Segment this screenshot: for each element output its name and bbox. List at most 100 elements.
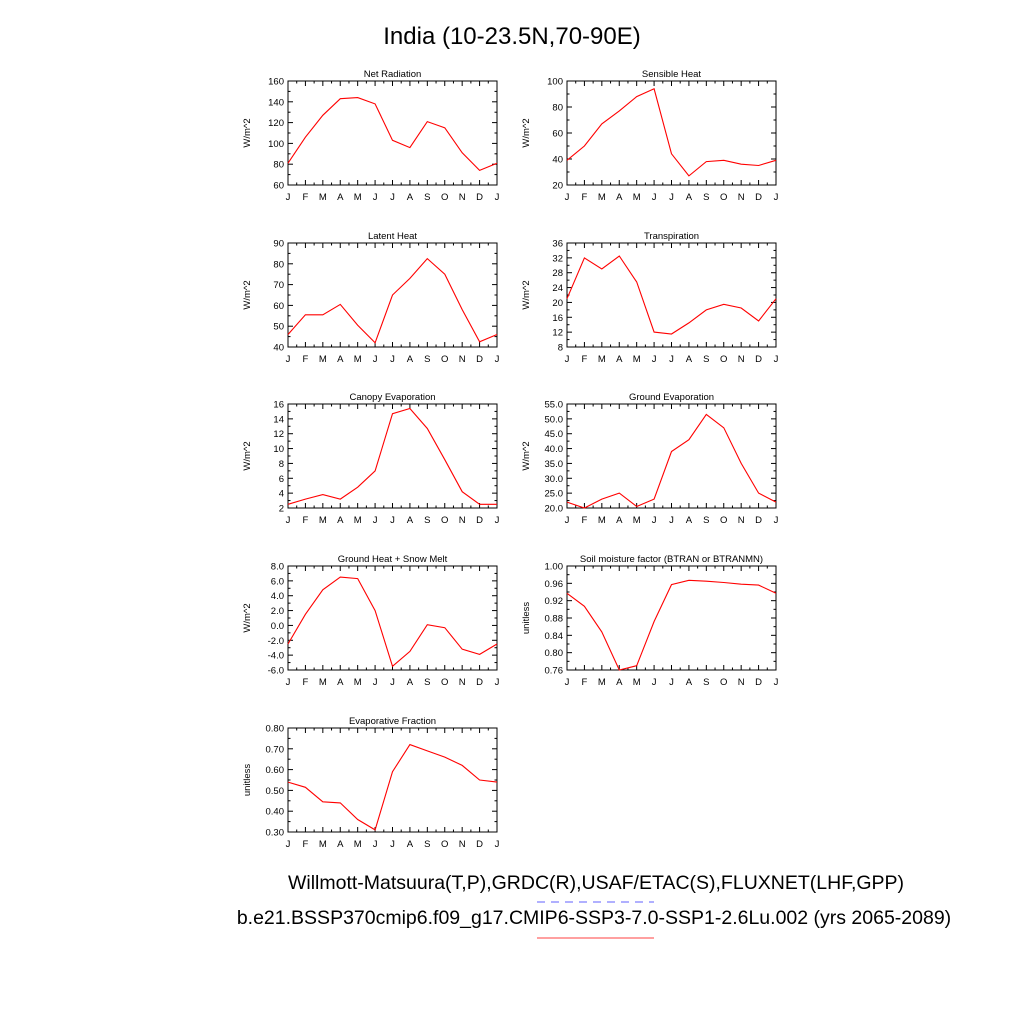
x-tick-label: D	[476, 192, 483, 203]
x-tick-label: M	[354, 515, 362, 526]
x-tick-label: D	[755, 515, 762, 526]
x-tick-label: D	[476, 354, 483, 365]
y-tick-label: 4	[279, 489, 284, 500]
x-tick-label: A	[407, 192, 414, 203]
x-tick-label: J	[373, 677, 378, 688]
y-tick-label: -6.0	[268, 666, 284, 677]
x-tick-label: D	[476, 677, 483, 688]
plot-frame	[287, 403, 498, 509]
y-tick-label: 50	[273, 322, 284, 333]
x-tick-label: F	[582, 354, 588, 365]
x-tick-label: O	[441, 677, 448, 688]
x-tick-label: J	[565, 192, 570, 203]
y-tick-label: 0.84	[545, 631, 564, 642]
y-tick-label: 50.0	[545, 414, 564, 425]
x-tick-label: J	[286, 839, 291, 850]
y-tick-label: 24	[552, 283, 563, 294]
x-tick-label: O	[720, 354, 727, 365]
y-axis-label: W/m^2	[242, 118, 253, 147]
x-tick-label: S	[424, 677, 430, 688]
y-tick-label: 100	[268, 139, 284, 150]
x-tick-label: A	[337, 839, 344, 850]
series-line	[566, 255, 777, 335]
series-line	[287, 257, 498, 344]
x-tick-label: J	[495, 839, 500, 850]
x-tick-label: J	[390, 515, 395, 526]
panel-title: Net Radiation	[364, 69, 422, 80]
x-tick-label: J	[373, 839, 378, 850]
x-tick-label: J	[774, 354, 779, 365]
y-axis-label: W/m^2	[242, 441, 253, 470]
x-tick-label: M	[598, 192, 606, 203]
panel-title: Evaporative Fraction	[349, 716, 436, 727]
x-tick-label: D	[476, 839, 483, 850]
y-tick-label: 120	[268, 118, 284, 129]
x-tick-label: M	[354, 192, 362, 203]
x-tick-label: O	[720, 192, 727, 203]
x-tick-label: M	[633, 354, 641, 365]
x-tick-label: J	[390, 354, 395, 365]
x-tick-label: J	[286, 677, 291, 688]
y-tick-label: 8	[279, 459, 284, 470]
y-tick-label: 70	[273, 280, 284, 291]
x-tick-label: S	[424, 839, 430, 850]
series-line	[566, 579, 777, 671]
y-tick-label: 0.88	[545, 614, 564, 625]
panel-title: Ground Evaporation	[629, 392, 714, 403]
x-tick-label: A	[337, 515, 344, 526]
x-tick-label: M	[319, 515, 327, 526]
x-tick-label: M	[633, 515, 641, 526]
x-tick-label: J	[495, 677, 500, 688]
x-tick-label: A	[686, 192, 693, 203]
y-tick-label: 12	[552, 328, 563, 339]
y-tick-label: 4.0	[271, 591, 284, 602]
x-tick-label: O	[720, 515, 727, 526]
chart-panel: J F M A M J J A S O N D J0.300.400.500.600.700.80Eva…	[242, 716, 500, 850]
x-tick-label: J	[390, 839, 395, 850]
y-tick-label: -4.0	[268, 651, 284, 662]
y-tick-label: 28	[552, 268, 563, 279]
plot-frame	[287, 565, 498, 671]
plot-frame	[566, 242, 777, 348]
y-tick-label: 140	[268, 97, 284, 108]
series-line	[287, 407, 497, 505]
x-tick-label: A	[407, 677, 414, 688]
x-tick-label: J	[390, 677, 395, 688]
y-tick-label: 80	[273, 160, 284, 171]
x-tick-label: J	[565, 515, 570, 526]
y-tick-label: 40.0	[545, 444, 564, 455]
x-tick-label: N	[459, 354, 466, 365]
x-tick-label: J	[774, 677, 779, 688]
x-tick-label: A	[407, 354, 414, 365]
y-axis-label: W/m^2	[521, 280, 532, 309]
series-line	[566, 413, 777, 509]
y-axis-label: unitless	[521, 602, 532, 634]
x-tick-label: F	[303, 354, 309, 365]
panel-title: Canopy Evaporation	[349, 392, 435, 403]
y-tick-label: 40	[552, 155, 563, 166]
x-tick-label: D	[755, 677, 762, 688]
y-tick-label: 8.0	[271, 562, 284, 573]
x-tick-label: S	[424, 192, 430, 203]
x-tick-label: O	[441, 515, 448, 526]
chart-panel: J F M A M J J A S O N D J-6.0-4.0-2.00.02.04.06.08.0…	[242, 554, 500, 688]
x-tick-label: A	[337, 354, 344, 365]
x-tick-label: N	[738, 192, 745, 203]
y-tick-label: 32	[552, 253, 563, 264]
y-tick-label: 30.0	[545, 474, 564, 485]
series-line	[287, 576, 498, 668]
x-tick-label: J	[286, 354, 291, 365]
y-tick-label: 60	[273, 301, 284, 312]
x-tick-label: J	[669, 677, 674, 688]
x-tick-label: S	[703, 192, 709, 203]
y-tick-label: 60	[552, 129, 563, 140]
plot-frame	[287, 727, 498, 833]
x-tick-label: J	[774, 192, 779, 203]
plot-frame	[566, 80, 777, 186]
series-line	[287, 743, 498, 831]
